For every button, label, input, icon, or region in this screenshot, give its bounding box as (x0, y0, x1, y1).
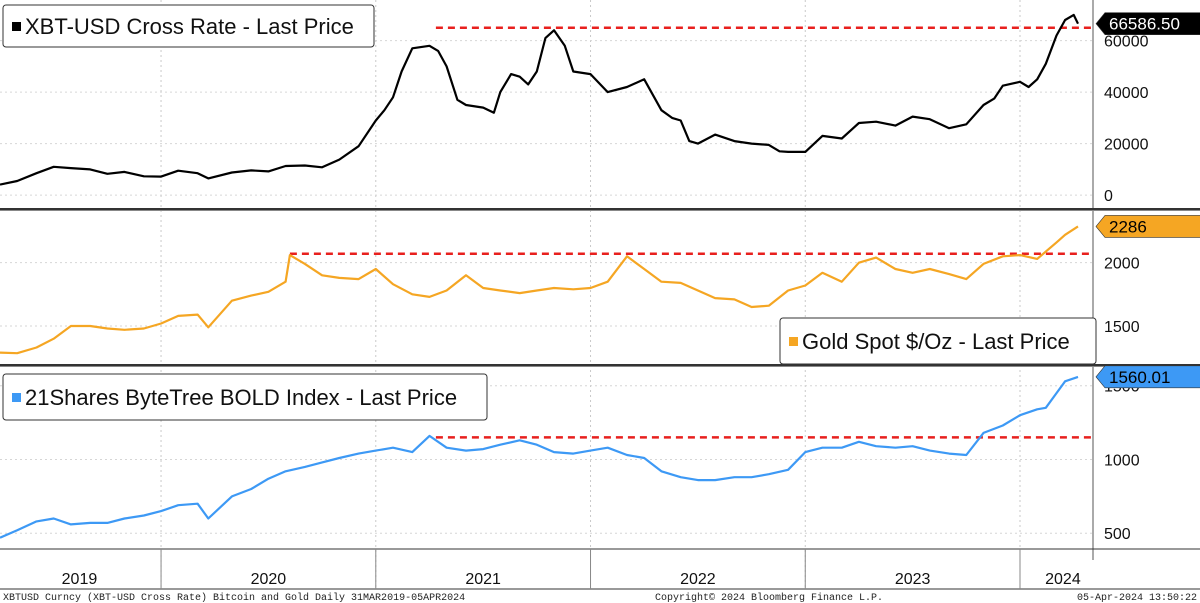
legend-label: XBT-USD Cross Rate - Last Price (25, 14, 354, 39)
y-tick-label: 1000 (1104, 452, 1140, 469)
last-value-tag-text: 1560.01 (1109, 368, 1170, 387)
series-line (0, 375, 1079, 539)
footer-center-text: Copyright© 2024 Bloomberg Finance L.P. (655, 592, 883, 603)
y-tick-label: 40000 (1104, 85, 1149, 102)
legend-label: Gold Spot $/Oz - Last Price (802, 329, 1070, 354)
y-tick-labels: 02000040000600001500200050010001500 (1104, 34, 1149, 544)
panel-separators (0, 208, 1200, 590)
y-tick-label: 20000 (1104, 137, 1149, 154)
footer-right-text: 05-Apr-2024 13:50:22 (1077, 593, 1197, 603)
legend-box: 21Shares ByteTree BOLD Index - Last Pric… (2, 373, 488, 421)
x-axis-year-labels: 2019 2020 2021 2022 2023 2024 (62, 571, 1081, 588)
last-value-tag: 1560.01 (1095, 365, 1200, 389)
legend-swatch (789, 337, 798, 346)
y-tick-label: 2000 (1104, 256, 1140, 273)
footer-left-text: XBTUSD Curncy (XBT-USD Cross Rate) Bitco… (3, 592, 465, 603)
legend-frame (2, 4, 375, 48)
legend-swatch (12, 393, 21, 402)
last-value-tag-box (1095, 215, 1200, 238)
x-year-label: 2021 (465, 571, 501, 588)
legend-box: Gold Spot $/Oz - Last Price (779, 317, 1097, 365)
y-tick-label: 1500 (1104, 319, 1140, 336)
footer: XBTUSD Curncy (XBT-USD Cross Rate) Bitco… (3, 592, 1197, 603)
y-tick-label: 500 (1104, 526, 1131, 543)
last-value-tag-text: 2286 (1109, 217, 1147, 236)
x-year-label: 2019 (62, 571, 98, 588)
last-value-tag-box (1095, 12, 1200, 35)
x-year-label: 2022 (680, 571, 716, 588)
legend-frame (2, 373, 488, 421)
grid-lines (0, 0, 1094, 588)
last-value-tag-box (1095, 365, 1200, 389)
x-year-label: 2024 (1045, 571, 1081, 588)
legend-swatch (12, 22, 21, 31)
last-value-tags: 66586.50 2286 1560.01 (1095, 12, 1200, 389)
legend-label: 21Shares ByteTree BOLD Index - Last Pric… (25, 385, 457, 410)
legends: XBT-USD Cross Rate - Last Price Gold Spot… (2, 4, 1097, 421)
y-tick-label: 0 (1104, 188, 1113, 205)
series-line (0, 13, 1079, 186)
x-year-label: 2023 (895, 571, 931, 588)
last-value-tag-text: 66586.50 (1109, 15, 1180, 34)
series-lines (0, 13, 1079, 539)
legend-frame (779, 317, 1097, 365)
last-value-tag: 2286 (1095, 215, 1200, 238)
reference-lines (289, 26, 1093, 439)
last-value-tag: 66586.50 (1095, 12, 1200, 35)
legend-box: XBT-USD Cross Rate - Last Price (2, 4, 375, 48)
y-tick-label: 60000 (1104, 34, 1149, 51)
x-year-label: 2020 (251, 571, 287, 588)
series-line (0, 225, 1079, 355)
